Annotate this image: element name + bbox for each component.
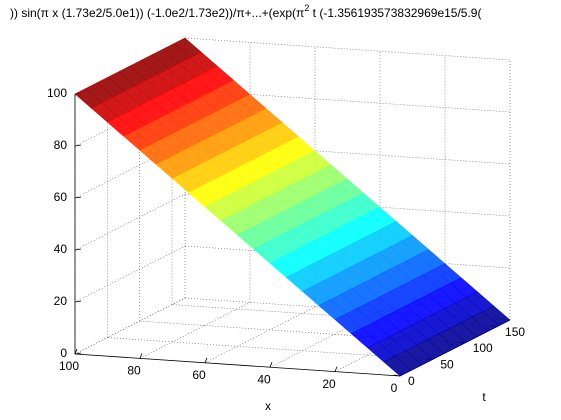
tick-mark	[74, 248, 82, 251]
z-tick-label: 0	[60, 346, 67, 360]
mesh	[74, 37, 511, 377]
tick-mark	[334, 366, 338, 372]
tick-mark	[74, 196, 82, 199]
t-tick-label: 150	[505, 325, 525, 339]
z-tick-label: 100	[47, 86, 67, 100]
x-tick-label: 0	[391, 381, 398, 395]
grid-line	[139, 302, 251, 359]
tick-mark	[393, 374, 401, 377]
grid-line	[74, 245, 186, 303]
title-superscript: 2	[304, 3, 309, 13]
grid-line	[74, 297, 186, 355]
x-axis	[74, 353, 401, 377]
x-axis-label: x	[265, 399, 271, 413]
grid-line	[74, 193, 186, 251]
tick-mark	[139, 353, 143, 359]
mesh-cell	[383, 356, 412, 377]
x-tick-label: 20	[322, 377, 336, 391]
t-axis-label: t	[482, 390, 486, 404]
z-tick-label: 80	[54, 138, 68, 152]
z-tick-label: 20	[54, 294, 68, 308]
z-tick-label: 60	[54, 190, 68, 204]
x-tick-label: 80	[127, 364, 141, 378]
x-tick-label: 100	[59, 359, 79, 373]
title-part: t (-1.356193573832969e15/5.9(	[309, 6, 481, 20]
tick-mark	[74, 300, 82, 303]
z-tick-label: 40	[54, 242, 68, 256]
t-tick-label: 50	[440, 358, 454, 372]
t-tick-label: 100	[473, 341, 493, 355]
t-tick-label: 0	[408, 374, 415, 388]
tick-mark	[74, 144, 82, 147]
grid-line	[204, 306, 316, 364]
tick-mark	[269, 362, 273, 368]
title-part: )) sin(π x (1.73e2/5.0e1)) (-1.0e2/1.73e…	[10, 6, 304, 20]
grid-line	[184, 37, 511, 61]
chart-title: )) sin(π x (1.73e2/5.0e1)) (-1.0e2/1.73e…	[10, 3, 481, 20]
tick-mark	[74, 348, 78, 355]
tick-mark	[204, 357, 208, 363]
x-tick-label: 40	[257, 372, 271, 386]
tick-mark	[74, 352, 82, 355]
x-tick-label: 60	[192, 368, 206, 382]
